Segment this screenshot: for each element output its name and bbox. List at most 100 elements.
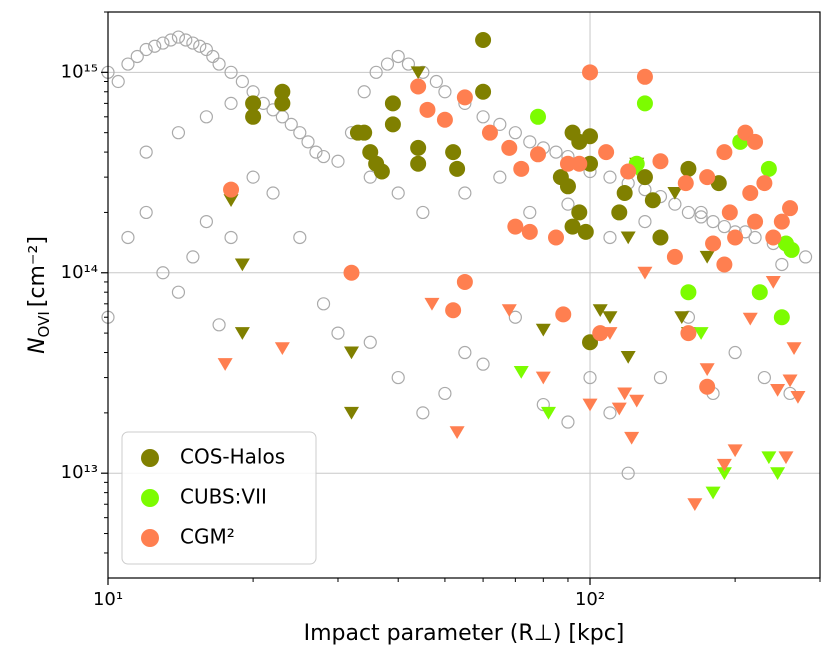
data-point (677, 175, 694, 192)
data-point (577, 223, 594, 240)
data-point (705, 235, 722, 252)
model-point (293, 126, 307, 140)
upper-limit-marker (620, 350, 636, 364)
data-point (760, 160, 777, 177)
data-point (747, 213, 764, 230)
data-point (223, 181, 240, 198)
upper-limit-marker (602, 311, 618, 324)
data-point (521, 223, 538, 240)
data-point (530, 146, 547, 163)
model-point (438, 386, 452, 401)
model-point (363, 335, 377, 349)
data-point (513, 160, 530, 177)
model-point (523, 135, 537, 149)
model-point (416, 205, 430, 220)
model-point (111, 74, 125, 89)
model-point (603, 230, 617, 245)
data-point (751, 284, 768, 301)
model-point (728, 345, 742, 360)
data-point (410, 155, 427, 172)
data-point (592, 325, 609, 342)
data-point (501, 139, 518, 156)
model-point (235, 74, 249, 89)
data-point (582, 334, 599, 351)
model-point (798, 250, 813, 264)
model-point (156, 36, 170, 50)
data-point (456, 273, 473, 290)
model-point (293, 230, 307, 245)
upper-limit-marker (343, 406, 359, 420)
upper-limit-marker (234, 327, 250, 340)
model-point (681, 205, 696, 220)
model-point (603, 170, 617, 184)
y-tick-label: 10¹⁵ (61, 61, 98, 82)
model-point (653, 370, 668, 385)
model-point (583, 370, 597, 385)
x-tick-label: 10² (575, 589, 605, 610)
model-point (224, 96, 238, 110)
model-point (493, 117, 507, 131)
model-point (638, 215, 652, 229)
upper-limit-marker (501, 304, 517, 318)
upper-limit-marker (449, 426, 465, 440)
upper-limit-marker (667, 187, 683, 200)
upper-limit-marker (716, 458, 732, 472)
data-point (680, 325, 697, 342)
upper-limit-marker (540, 406, 556, 420)
upper-limit-marker (770, 384, 786, 397)
data-point (783, 241, 800, 258)
model-point (139, 205, 153, 220)
data-point (582, 128, 599, 145)
model-point (331, 154, 345, 168)
upper-limit-marker (699, 363, 715, 377)
upper-limit-marker (629, 394, 645, 408)
upper-limit-marker (786, 342, 802, 356)
upper-limit-marker (535, 323, 551, 337)
model-point (508, 126, 522, 140)
model-point (416, 406, 430, 420)
data-point (456, 89, 473, 106)
model-point (391, 49, 405, 64)
data-point (598, 144, 615, 161)
model-point (156, 266, 170, 280)
data-point (555, 306, 572, 323)
model-point (401, 57, 416, 71)
data-point (652, 229, 669, 246)
model-point (603, 406, 617, 420)
upper-limit-marker (234, 258, 250, 272)
model-point (121, 230, 135, 245)
model-point (148, 39, 162, 53)
model-point (309, 145, 323, 159)
model-point (476, 110, 490, 124)
data-point (449, 160, 466, 177)
upper-limit-marker (637, 266, 653, 280)
model-point (171, 285, 186, 299)
upper-limit-marker (624, 431, 640, 445)
model-point (199, 42, 213, 57)
model-point (757, 370, 771, 385)
model-point (523, 205, 537, 220)
model-point (179, 33, 193, 47)
model-point (668, 197, 682, 211)
data-point (652, 153, 669, 170)
model-point (508, 310, 522, 324)
data-point (245, 108, 262, 125)
data-point (445, 302, 462, 319)
data-point (436, 111, 453, 128)
model-point (199, 110, 213, 124)
upper-limit-marker (424, 297, 440, 311)
upper-limit-marker (592, 304, 608, 318)
data-point (410, 139, 427, 156)
data-point (699, 378, 716, 395)
data-point (636, 68, 653, 85)
model-point (171, 30, 186, 44)
data-point (680, 284, 697, 301)
upper-limit-marker (765, 275, 781, 289)
data-point (384, 116, 401, 133)
data-point (274, 95, 291, 112)
y-tick-label: 10¹⁴ (61, 262, 98, 283)
model-point (706, 215, 720, 229)
legend-marker (141, 529, 159, 547)
model-point (193, 39, 207, 53)
legend-box (121, 431, 317, 565)
